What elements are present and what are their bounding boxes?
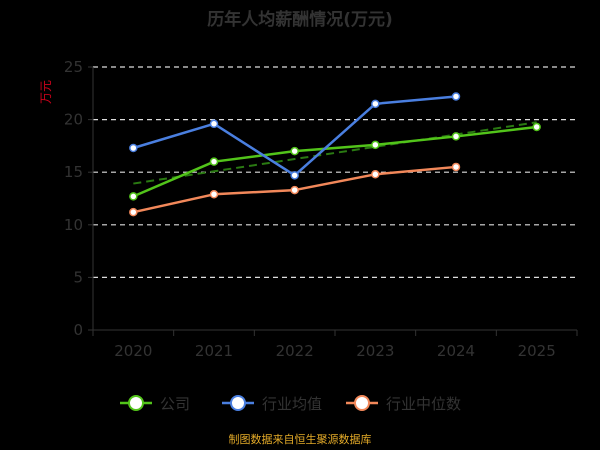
legend-item-1: 行业均值 xyxy=(222,395,322,413)
data-point xyxy=(129,207,138,217)
legend-swatch-marker xyxy=(354,395,370,411)
legend-swatch-marker xyxy=(128,395,144,411)
grid-lines xyxy=(93,66,577,278)
data-point xyxy=(209,119,219,129)
legend-label: 行业均值 xyxy=(262,395,322,413)
y-tick-label: 20 xyxy=(64,111,83,129)
y-tick-label: 10 xyxy=(64,216,83,234)
series-2 xyxy=(129,162,461,217)
legend-label: 公司 xyxy=(160,395,190,413)
data-point xyxy=(209,157,219,166)
data-point xyxy=(532,122,541,132)
chart-title: 历年人均薪酬情况(万元) xyxy=(207,9,393,30)
series-line xyxy=(132,95,457,177)
legend-label: 行业中位数 xyxy=(386,395,461,413)
y-axis-label: 万元 xyxy=(39,80,53,104)
x-tick-label-2022: 2022 xyxy=(276,342,314,360)
trend-line xyxy=(133,121,537,185)
data-point xyxy=(290,146,299,156)
y-tick-label: 5 xyxy=(73,268,83,286)
x-tick-labels: 2020 2021 2022 2023 2024 2025 xyxy=(114,342,556,360)
legend-swatch-marker xyxy=(230,395,246,411)
y-tick-label: 0 xyxy=(73,321,83,339)
x-tick-label-2021: 2021 xyxy=(195,342,233,360)
y-tick-labels: 0 5 10 15 20 25 xyxy=(64,58,83,339)
y-tick-label: 25 xyxy=(64,58,83,76)
data-point xyxy=(451,132,461,141)
x-tick-label-2020: 2020 xyxy=(114,342,152,360)
y-tick-label: 15 xyxy=(64,163,83,181)
series-line xyxy=(132,125,537,198)
data-point xyxy=(451,162,461,172)
axes xyxy=(88,66,578,336)
data-point xyxy=(129,143,138,153)
x-tick-label-2025: 2025 xyxy=(518,342,556,360)
legend: 公司 行业均值 行业中位数 xyxy=(120,395,461,413)
series-lines xyxy=(129,92,541,217)
x-tick-label-2023: 2023 xyxy=(356,342,394,360)
source-note: 制图数据来自恒生聚源数据库 xyxy=(229,432,372,446)
legend-item-0: 公司 xyxy=(120,395,190,413)
data-point xyxy=(451,92,461,101)
data-point xyxy=(371,170,380,179)
data-point xyxy=(371,140,380,150)
data-point xyxy=(290,171,299,180)
data-point xyxy=(290,185,299,195)
series-1 xyxy=(129,92,461,180)
x-tick-label-2024: 2024 xyxy=(437,342,475,360)
legend-item-2: 行业中位数 xyxy=(346,395,461,413)
data-point xyxy=(371,99,380,109)
series-0 xyxy=(129,121,541,201)
data-point xyxy=(209,190,219,199)
data-point xyxy=(129,192,138,201)
